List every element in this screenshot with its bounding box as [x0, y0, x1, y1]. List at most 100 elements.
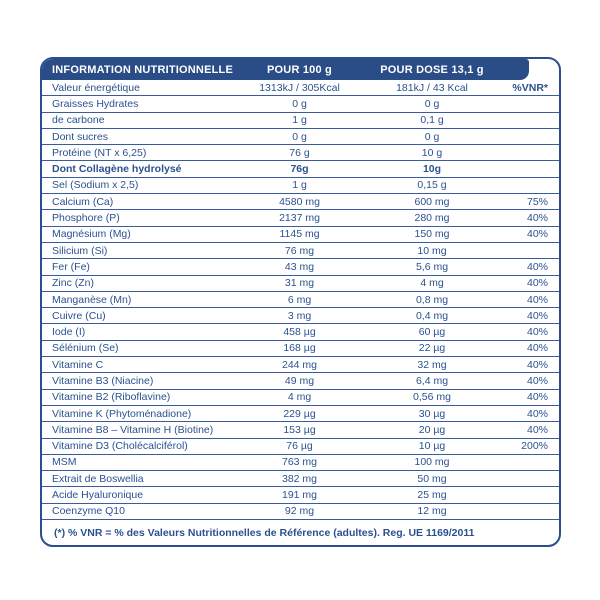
- value-per-100g: 0 g: [292, 97, 307, 110]
- table-row: Valeur énergétique 1313kJ / 305Kcal 181kJ …: [42, 80, 559, 97]
- value-per-100g: 382 mg: [281, 472, 318, 485]
- value-per-100g: 2137 mg: [279, 212, 320, 225]
- value-per-100g: 1145 mg: [279, 228, 320, 241]
- row-label: Sélénium (Se): [52, 342, 119, 355]
- value-per-dose: 0,4 mg: [415, 309, 449, 322]
- table-row: Vitamine D3 (Cholécalciférol) 76 µg 10 µg 2…: [42, 439, 559, 455]
- value-per-dose: 0,56 mg: [413, 391, 451, 404]
- value-vnr-percent: 40%: [526, 228, 548, 241]
- value-per-100g: 168 µg: [283, 342, 316, 355]
- table-row: Fer (Fe) 43 mg 5,6 mg 40%: [42, 259, 559, 276]
- value-per-dose: 150 mg: [414, 228, 450, 241]
- row-label: Fer (Fe): [52, 260, 90, 273]
- value-per-dose: 5,6 mg: [415, 260, 449, 273]
- value-per-dose: 0 g: [424, 97, 440, 110]
- table-body: Valeur énergétique 1313kJ / 305Kcal 181kJ …: [42, 80, 559, 521]
- value-vnr-percent: 40%: [526, 342, 548, 355]
- value-per-dose: 10 µg: [418, 440, 446, 453]
- table-row: Vitamine C 244 mg 32 mg 40%: [42, 357, 559, 374]
- table-header-bar: INFORMATION NUTRITIONNELLE POUR 100 g PO…: [42, 59, 529, 80]
- row-label: Phosphore (P): [52, 212, 120, 225]
- table-row: Acide Hyaluronique 191 mg 25 mg: [42, 487, 559, 504]
- table-row: Coenzyme Q10 92 mg 12 mg: [42, 504, 559, 521]
- row-label: Vitamine K (Phytoménadione): [52, 407, 192, 420]
- value-vnr-percent: 40%: [526, 391, 548, 404]
- value-per-dose: 100 mg: [414, 456, 450, 469]
- value-per-dose: 10g: [422, 163, 442, 176]
- value-vnr-percent: 40%: [526, 277, 548, 290]
- value-per-dose: 10 g: [421, 146, 443, 159]
- row-label: Coenzyme Q10: [52, 505, 125, 518]
- value-vnr-percent: 40%: [526, 423, 548, 436]
- table-row: Vitamine B2 (Riboflavine) 4 mg 0,56 mg 40%: [42, 390, 559, 406]
- value-vnr-percent: 75%: [526, 195, 548, 208]
- row-label: Extrait de Boswellia: [52, 472, 144, 485]
- vnr-column-header: %VNR*: [512, 81, 548, 94]
- row-label: Valeur énergétique: [52, 81, 140, 94]
- value-vnr-percent: 200%: [521, 440, 548, 453]
- header-per-dose: POUR DOSE 13,1 g: [380, 63, 484, 76]
- row-label: Vitamine C: [52, 358, 104, 371]
- value-vnr-percent: 40%: [526, 374, 548, 387]
- value-per-dose: 0,1 g: [420, 114, 444, 127]
- value-vnr-percent: 40%: [526, 260, 548, 273]
- value-per-dose: 10 mg: [417, 244, 447, 257]
- value-per-100g: 244 mg: [281, 358, 318, 371]
- row-label: Dont Collagène hydrolysé: [52, 163, 182, 176]
- value-per-dose: 22 µg: [418, 342, 446, 355]
- value-per-dose: 4 mg: [420, 277, 444, 290]
- value-per-100g: 92 mg: [284, 505, 315, 518]
- value-per-dose: 0,15 g: [417, 179, 447, 192]
- table-row: Cuivre (Cu) 3 mg 0,4 mg 40%: [42, 308, 559, 325]
- value-per-100g: 153 µg: [283, 423, 316, 436]
- value-per-dose: 12 mg: [417, 505, 447, 518]
- table-row: Sélénium (Se) 168 µg 22 µg 40%: [42, 341, 559, 358]
- value-per-100g: 458 µg: [283, 326, 316, 339]
- row-label: Iode (I): [52, 326, 86, 339]
- value-per-100g: 49 mg: [284, 374, 315, 387]
- value-per-100g: 76 g: [289, 146, 310, 159]
- value-per-100g: 31 mg: [284, 277, 315, 290]
- value-per-dose: 20 µg: [418, 423, 446, 436]
- table-row: Sel (Sodium x 2,5) 1 g 0,15 g: [42, 178, 559, 195]
- value-per-100g: 0 g: [292, 130, 307, 143]
- value-per-100g: 1 g: [292, 114, 307, 127]
- row-label: Cuivre (Cu): [52, 309, 106, 322]
- value-per-100g: 43 mg: [284, 260, 315, 273]
- value-per-dose: 30 µg: [418, 407, 446, 420]
- row-label: Graisses Hydrates: [52, 97, 139, 110]
- table-row: Graisses Hydrates 0 g 0 g: [42, 96, 559, 113]
- table-row: Magnésium (Mg) 1145 mg 150 mg 40%: [42, 227, 559, 243]
- table-row: Phosphore (P) 2137 mg 280 mg 40%: [42, 210, 559, 227]
- row-label: Silicium (Si): [52, 244, 108, 257]
- value-per-dose: 50 mg: [417, 472, 447, 485]
- value-per-dose: 25 mg: [417, 489, 447, 502]
- footnote: (*) % VNR = % des Valeurs Nutritionnelle…: [54, 526, 475, 539]
- value-per-100g: 1 g: [292, 179, 307, 192]
- row-label: Vitamine D3 (Cholécalciférol): [52, 440, 188, 453]
- value-per-dose: 0,8 mg: [415, 293, 449, 306]
- value-per-100g: 76g: [290, 163, 309, 176]
- table-row: de carbone 1 g 0,1 g: [42, 113, 559, 129]
- value-per-100g: 763 mg: [281, 456, 318, 469]
- value-per-100g: 76 mg: [284, 244, 315, 257]
- value-per-100g: 1313kJ / 305Kcal: [259, 81, 340, 94]
- row-label: Vitamine B3 (Niacine): [52, 374, 154, 387]
- table-row: Protéine (NT x 6,25) 76 g 10 g: [42, 145, 559, 162]
- row-label: Vitamine B8 – Vitamine H (Biotine): [52, 423, 214, 436]
- row-label: Zinc (Zn): [52, 277, 94, 290]
- value-vnr-percent: 40%: [526, 309, 548, 322]
- table-row: Dont sucres 0 g 0 g: [42, 129, 559, 146]
- value-vnr-percent: 40%: [526, 326, 548, 339]
- row-label: Vitamine B2 (Riboflavine): [52, 391, 171, 404]
- value-per-100g: 6 mg: [287, 293, 312, 306]
- value-per-100g: 229 µg: [283, 407, 316, 420]
- row-label: Sel (Sodium x 2,5): [52, 179, 139, 192]
- nutrition-table: INFORMATION NUTRITIONNELLE POUR 100 g PO…: [40, 57, 561, 547]
- table-row: Vitamine B3 (Niacine) 49 mg 6,4 mg 40%: [42, 373, 559, 390]
- row-label: Acide Hyaluronique: [52, 489, 144, 502]
- row-label: Protéine (NT x 6,25): [52, 146, 147, 159]
- table-row: Calcium (Ca) 4580 mg 600 mg 75%: [42, 194, 559, 211]
- header-per-100g: POUR 100 g: [267, 63, 332, 76]
